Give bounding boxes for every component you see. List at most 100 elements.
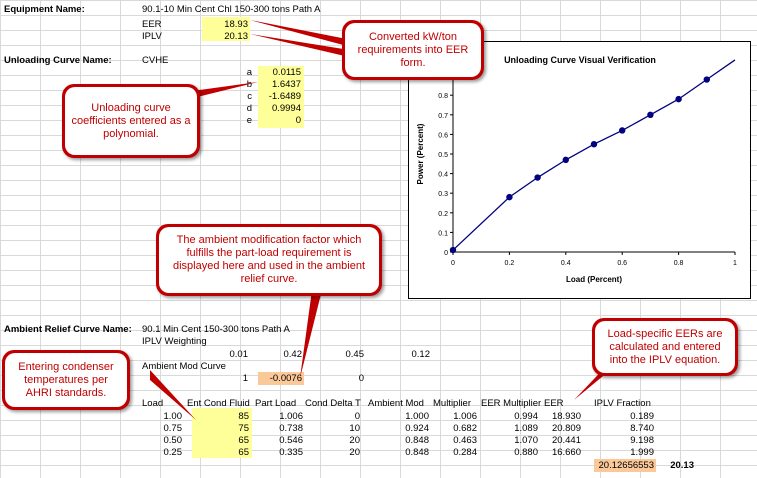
ambient-mod-value[interactable]: -0.0076 <box>269 373 302 384</box>
table-cell[interactable]: 1.006 <box>279 411 303 422</box>
y-tick-label: 0.4 <box>438 172 448 179</box>
table-cell[interactable]: 65 <box>238 447 249 458</box>
table-cell[interactable]: 0.25 <box>163 447 183 458</box>
iplv-weight[interactable]: 0.01 <box>229 349 249 360</box>
iplv-label: IPLV <box>142 31 162 42</box>
table-cell[interactable]: 0.880 <box>514 447 538 458</box>
data-point <box>619 127 626 134</box>
table-cell[interactable]: 0.924 <box>405 423 429 434</box>
ambient-relief-label: Ambient Relief Curve Name: <box>4 324 132 335</box>
ambient-relief-value[interactable]: 90.1 Min Cent 150-300 tons Path A <box>142 324 290 335</box>
table-cell[interactable]: 85 <box>238 411 249 422</box>
table-cell[interactable]: 20.809 <box>551 423 581 434</box>
x-tick-label: 0.4 <box>561 260 571 267</box>
data-point <box>675 95 682 103</box>
table-cell[interactable]: 1.070 <box>514 435 538 446</box>
unloading-curve-chart[interactable]: Unloading Curve Visual Verification 0 0.1 0… <box>408 41 751 299</box>
coef-value[interactable]: -1.6489 <box>268 91 301 102</box>
table-cell[interactable]: 9.198 <box>630 435 654 446</box>
iplv-rounded[interactable]: 20.13 <box>670 460 694 471</box>
table-header-part-load: Part Load <box>255 398 297 409</box>
connector-iplv <box>250 34 362 60</box>
table-cell[interactable]: 65 <box>238 435 249 446</box>
table-cell[interactable]: 8.740 <box>630 423 654 434</box>
x-tick-label: 0.2 <box>505 260 515 267</box>
y-tick-label: 0.6 <box>438 132 448 139</box>
table-cell[interactable]: 0.682 <box>453 423 477 434</box>
series-line <box>452 59 736 251</box>
iplv-weight[interactable]: 0.12 <box>411 349 431 360</box>
table-cell[interactable]: 0.335 <box>279 447 303 458</box>
connector-eer <box>250 20 362 50</box>
eer-iplv-highlight <box>202 17 250 41</box>
table-cell[interactable]: 0.463 <box>453 435 477 446</box>
table-cell[interactable]: 1.999 <box>630 447 654 458</box>
unloading-curve-value[interactable]: CVHE <box>142 55 169 66</box>
iplv-sum-highlight <box>594 459 656 472</box>
coef-name: c <box>247 91 252 102</box>
coef-name: e <box>246 115 252 126</box>
ambient-mod-value[interactable]: 0 <box>358 373 364 384</box>
eer-value[interactable]: 18.93 <box>224 19 248 30</box>
coef-value[interactable]: 1.6437 <box>271 79 301 90</box>
table-cell[interactable]: 0.994 <box>514 411 538 422</box>
table-cell[interactable]: 1.000 <box>405 411 429 422</box>
callout-eer: Converted kW/ton requirements into EER f… <box>342 20 484 80</box>
ambient-mod-value[interactable]: 1 <box>242 373 248 384</box>
table-cell[interactable]: 1.089 <box>514 423 538 434</box>
table-cell[interactable]: 20 <box>349 435 360 446</box>
equipment-name-value[interactable]: 90.1-10 Min Cent Chl 150-300 tons Path A <box>142 4 321 15</box>
y-tick-label: 0.8 <box>438 93 448 100</box>
table-cell[interactable]: 0.50 <box>163 435 183 446</box>
y-tick-label: 0.5 <box>438 152 448 159</box>
table-cell[interactable]: 1.00 <box>163 411 183 422</box>
iplv-weighting-label: IPLV Weighting <box>142 336 207 347</box>
coefficients-highlight <box>258 66 304 128</box>
table-cell[interactable]: 0 <box>354 411 360 422</box>
coef-name: a <box>246 67 252 78</box>
ambient-mod-curve-label: Ambient Mod Curve <box>142 361 226 372</box>
table-cell[interactable]: 18.930 <box>551 411 581 422</box>
table-header-ambient-mod: Ambient Mod <box>368 398 424 409</box>
table-cell[interactable]: 20.441 <box>551 435 581 446</box>
table-cell[interactable]: 0.284 <box>453 447 477 458</box>
data-point <box>590 141 598 148</box>
table-header-eer-multiplier: EER Multiplier <box>481 398 542 409</box>
y-tick-label: 0.7 <box>438 113 448 120</box>
table-cell[interactable]: 0.848 <box>405 435 429 446</box>
coef-value[interactable]: 0 <box>295 115 301 126</box>
table-cell[interactable]: 10 <box>349 423 360 434</box>
table-cell[interactable]: 20 <box>349 447 360 458</box>
iplv-weight[interactable]: 0.45 <box>345 349 365 360</box>
y-axis-label: Power (Percent) <box>416 123 425 184</box>
table-cell[interactable]: 0.189 <box>630 411 654 422</box>
table-cell[interactable]: 1.006 <box>453 411 477 422</box>
x-tick-label: 0 <box>451 260 455 267</box>
connector-ambient <box>300 290 322 378</box>
connector-condenser <box>150 370 196 420</box>
table-cell[interactable]: 75 <box>238 423 249 434</box>
callout-load-eer: Load-specific EERs are calculated and en… <box>592 318 738 376</box>
callout-condenser: Entering condenser temperatures per AHRI… <box>2 350 130 410</box>
data-point <box>647 111 654 119</box>
table-cell[interactable]: 0.738 <box>279 423 303 434</box>
table-cell[interactable]: 16.660 <box>551 447 581 458</box>
iplv-weight[interactable]: 0.42 <box>283 349 303 360</box>
coef-value[interactable]: 0.0115 <box>272 67 301 78</box>
x-tick-label: 0.6 <box>617 260 627 267</box>
callout-ambient: The ambient modification factor which fu… <box>156 224 382 296</box>
data-point <box>449 246 457 254</box>
table-header-iplv-fraction: IPLV Fraction <box>594 398 651 409</box>
iplv-sum[interactable]: 20.12656553 <box>598 460 654 471</box>
connector-unloading <box>185 82 258 100</box>
y-tick-label: 0 <box>444 250 448 257</box>
table-cell[interactable]: 0.75 <box>163 423 183 434</box>
x-tick-label: 1 <box>733 260 737 267</box>
table-header-ent-cond: Ent Cond Fluid <box>187 398 250 409</box>
x-tick-label: 0.8 <box>674 260 684 267</box>
table-cell[interactable]: 0.848 <box>405 447 429 458</box>
table-cell[interactable]: 0.546 <box>279 435 303 446</box>
coef-value[interactable]: 0.9994 <box>271 103 301 114</box>
iplv-value[interactable]: 20.13 <box>224 31 248 42</box>
table-header-eer: EER <box>544 398 564 409</box>
